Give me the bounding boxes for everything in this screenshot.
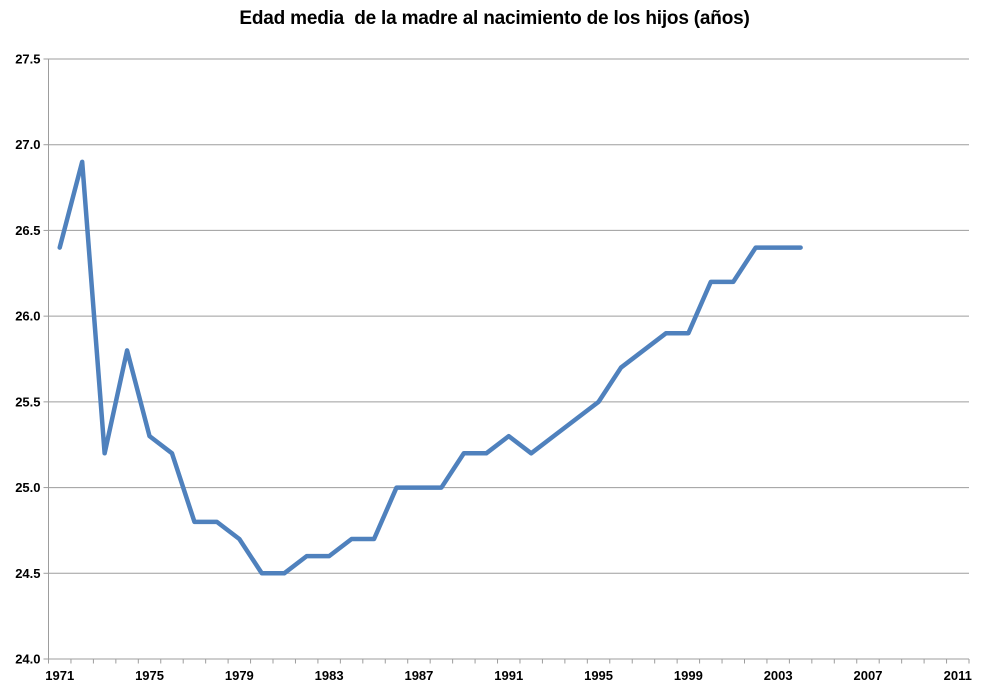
y-tick-label: 24.5: [15, 566, 40, 581]
x-tick-label: 1971: [45, 668, 74, 683]
x-tick-label: 1991: [494, 668, 523, 683]
x-tick-label: 2003: [764, 668, 793, 683]
y-tick-label: 25.0: [15, 480, 40, 495]
chart-title: Edad media de la madre al nacimiento de …: [239, 8, 750, 29]
x-tick-label: 1975: [135, 668, 164, 683]
y-tick-label: 25.5: [15, 394, 40, 409]
data-series-line: [57, 159, 803, 576]
y-tick-label: 27.0: [15, 137, 40, 152]
x-tick-label: 2007: [854, 668, 883, 683]
x-tick-label: 1979: [225, 668, 254, 683]
x-tick-label: 1995: [584, 668, 613, 683]
x-tick-label: 2011: [944, 668, 972, 683]
y-tick-label: 26.0: [15, 309, 40, 324]
y-tick-label: 27.5: [15, 52, 40, 67]
x-tick-label: 1999: [674, 668, 703, 683]
y-tick-label: 24.0: [15, 652, 40, 667]
x-tick-label: 1987: [404, 668, 433, 683]
x-tick-label: 1983: [315, 668, 344, 683]
y-tick-label: 26.5: [15, 223, 40, 238]
